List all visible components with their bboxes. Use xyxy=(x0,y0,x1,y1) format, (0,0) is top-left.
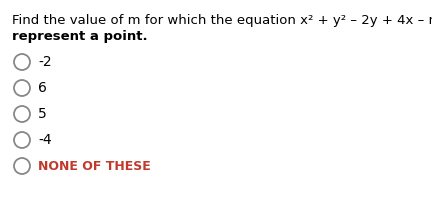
Text: Find the value of m for which the equation x² + y² – 2y + 4x – m = 0: Find the value of m for which the equati… xyxy=(12,14,432,27)
Text: -4: -4 xyxy=(38,133,52,147)
Text: NONE OF THESE: NONE OF THESE xyxy=(38,160,151,172)
Text: -2: -2 xyxy=(38,55,52,69)
Text: represent a point.: represent a point. xyxy=(12,30,148,43)
Text: 6: 6 xyxy=(38,81,47,95)
Text: 5: 5 xyxy=(38,107,47,121)
